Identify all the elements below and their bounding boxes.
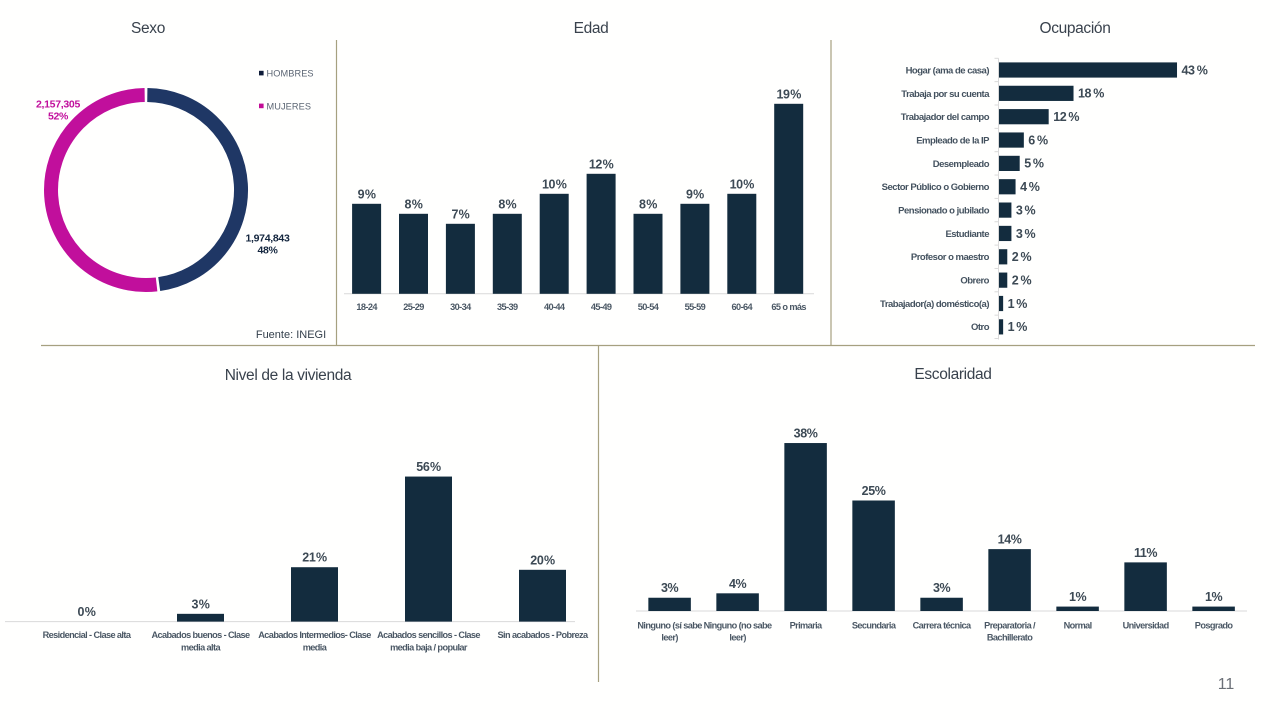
svg-text:1,974,843: 1,974,843 (245, 232, 289, 244)
svg-text:media alta: media alta (181, 643, 221, 653)
svg-text:21 %: 21 % (302, 551, 327, 565)
svg-text:3%: 3% (933, 581, 951, 595)
svg-text:30-34: 30-34 (450, 302, 472, 312)
svg-text:12 %: 12 % (589, 157, 614, 171)
svg-text:25%: 25% (862, 484, 886, 498)
svg-text:6 %: 6 % (1028, 133, 1048, 147)
svg-text:3 %: 3 % (1016, 203, 1036, 217)
svg-text:2,157,305: 2,157,305 (36, 99, 80, 111)
svg-text:Estudiante: Estudiante (945, 229, 989, 240)
svg-text:Pensionado o jubilado: Pensionado o jubilado (898, 206, 990, 217)
svg-text:Acabados buenos - Clase: Acabados buenos - Clase (151, 630, 250, 640)
svg-text:3 %: 3 % (192, 597, 210, 611)
svg-text:Bachillerato: Bachillerato (987, 633, 1033, 643)
svg-text:HOMBRES: HOMBRES (267, 69, 314, 79)
svg-text:Profesor o maestro: Profesor o maestro (911, 252, 990, 263)
svg-text:10 %: 10 % (730, 177, 755, 191)
svg-text:7 %: 7 % (451, 207, 469, 221)
svg-text:Empleado de la IP: Empleado de la IP (916, 136, 990, 147)
svg-text:Ninguno (sí sabe: Ninguno (sí sabe (637, 620, 702, 630)
svg-text:25-29: 25-29 (403, 302, 424, 312)
svg-text:Universidad: Universidad (1123, 620, 1169, 630)
svg-text:9 %: 9 % (358, 187, 376, 201)
svg-text:Otro: Otro (971, 322, 990, 333)
svg-text:2 %: 2 % (1012, 250, 1032, 264)
svg-text:1%: 1% (1205, 590, 1223, 604)
svg-text:45-49: 45-49 (591, 302, 612, 312)
svg-text:media: media (303, 643, 328, 653)
svg-text:Sector Público o Gobierno: Sector Público o Gobierno (882, 182, 990, 193)
svg-text:MUJERES: MUJERES (267, 101, 312, 111)
svg-text:Primaria: Primaria (790, 620, 823, 630)
svg-text:48%: 48% (257, 245, 278, 257)
svg-text:Sexo: Sexo (131, 20, 165, 37)
svg-text:12 %: 12 % (1053, 110, 1079, 124)
svg-text:Ninguno (no sabe: Ninguno (no sabe (704, 620, 772, 630)
svg-text:20 %: 20 % (530, 553, 555, 567)
svg-text:11: 11 (1218, 676, 1235, 693)
svg-text:14%: 14% (998, 533, 1022, 547)
svg-text:1 %: 1 % (1008, 320, 1028, 334)
svg-text:10 %: 10 % (542, 177, 567, 191)
svg-text:Carrera técnica: Carrera técnica (913, 620, 972, 630)
svg-text:35-39: 35-39 (497, 302, 518, 312)
svg-text:65 o más: 65 o más (771, 302, 806, 312)
svg-text:8 %: 8 % (498, 197, 516, 211)
svg-text:Residencial - Clase alta: Residencial - Clase alta (43, 630, 132, 640)
svg-text:56 %: 56 % (416, 460, 441, 474)
svg-text:Hogar (ama de casa): Hogar (ama de casa) (906, 65, 990, 76)
svg-text:Posgrado: Posgrado (1195, 620, 1234, 630)
svg-text:55-59: 55-59 (685, 302, 706, 312)
svg-text:50-54: 50-54 (638, 302, 660, 312)
svg-text:1 %: 1 % (1008, 297, 1028, 311)
svg-text:3 %: 3 % (1016, 227, 1036, 241)
svg-text:8 %: 8 % (405, 197, 423, 211)
svg-text:1%: 1% (1069, 590, 1087, 604)
svg-text:8 %: 8 % (639, 197, 657, 211)
svg-text:Secundaria: Secundaria (852, 620, 897, 630)
svg-text:Escolaridad: Escolaridad (914, 366, 991, 383)
svg-text:60-64: 60-64 (732, 302, 754, 312)
svg-text:leer): leer) (729, 633, 746, 643)
svg-text:Fuente: INEGI: Fuente: INEGI (256, 329, 326, 341)
svg-text:media baja / popular: media baja / popular (390, 643, 468, 653)
svg-text:Desempleado: Desempleado (933, 159, 990, 170)
svg-text:18 %: 18 % (1078, 87, 1104, 101)
svg-text:leer): leer) (661, 633, 678, 643)
svg-text:40-44: 40-44 (544, 302, 566, 312)
svg-text:Nivel de la vivienda: Nivel de la vivienda (225, 367, 352, 384)
svg-text:19 %: 19 % (776, 87, 801, 101)
svg-text:Sin acabados - Pobreza: Sin acabados - Pobreza (498, 630, 589, 640)
svg-text:4%: 4% (729, 577, 747, 591)
svg-text:5 %: 5 % (1024, 157, 1044, 171)
svg-text:9 %: 9 % (686, 187, 704, 201)
svg-text:Trabaja por su cuenta: Trabaja por su cuenta (901, 89, 990, 100)
svg-text:Obrero: Obrero (960, 276, 989, 287)
svg-text:11%: 11% (1134, 546, 1157, 560)
svg-text:0 %: 0 % (78, 605, 96, 619)
svg-text:18-24: 18-24 (356, 302, 378, 312)
svg-text:Ocupación: Ocupación (1040, 20, 1111, 37)
svg-text:52%: 52% (48, 111, 69, 123)
svg-text:Acabados Intermedios- Clase: Acabados Intermedios- Clase (258, 630, 371, 640)
svg-text:2 %: 2 % (1012, 273, 1032, 287)
svg-text:38%: 38% (794, 427, 818, 441)
svg-text:Acabados sencillos - Clase: Acabados sencillos - Clase (377, 630, 480, 640)
svg-text:Trabajador(a) doméstico(a): Trabajador(a) doméstico(a) (880, 299, 989, 310)
svg-text:43 %: 43 % (1182, 63, 1208, 77)
svg-text:Preparatoria /: Preparatoria / (984, 620, 1036, 630)
svg-text:Edad: Edad (574, 20, 609, 37)
svg-text:Trabajador del campo: Trabajador del campo (901, 112, 990, 123)
svg-text:3%: 3% (661, 581, 679, 595)
svg-text:4 %: 4 % (1020, 180, 1040, 194)
svg-text:Normal: Normal (1064, 620, 1092, 630)
